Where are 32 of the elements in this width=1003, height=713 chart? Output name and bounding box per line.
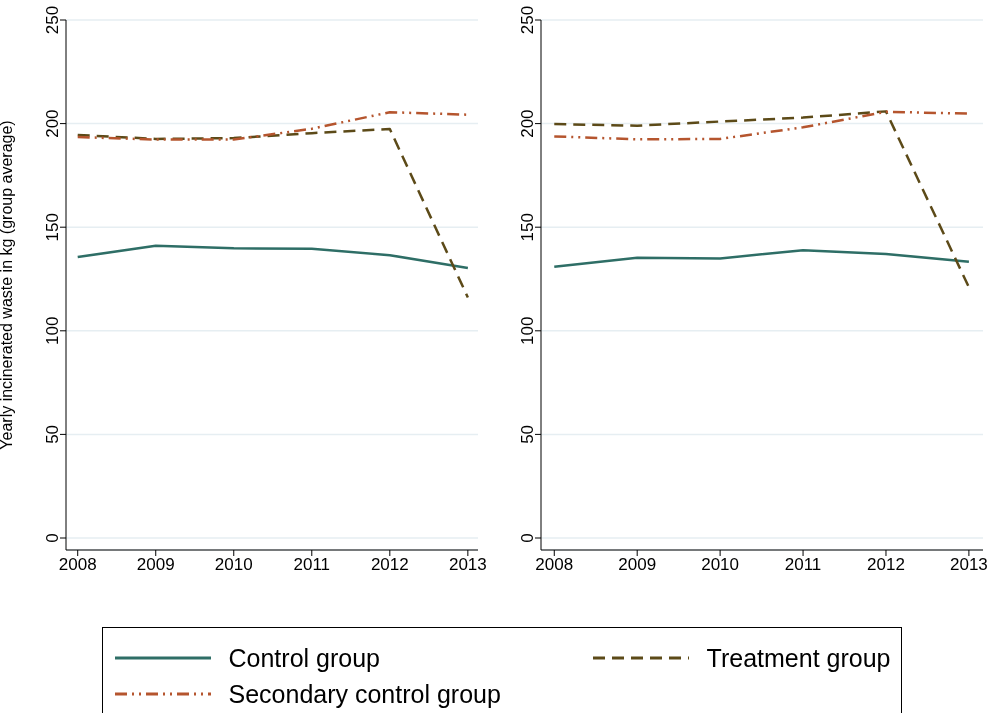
x-tick-label: 2008: [58, 555, 97, 575]
y-tick-label: 50: [518, 424, 537, 444]
x-tick-label: 2011: [784, 555, 822, 575]
y-tick-label: 0: [43, 533, 62, 543]
x-tick-label: 2011: [293, 555, 331, 575]
x-tick-label: 2009: [136, 555, 175, 575]
line-series: [76, 244, 470, 270]
x-tick-label: 2010: [701, 555, 740, 575]
legend-label: Treatment group: [706, 643, 891, 673]
y-tick-label: 250: [518, 5, 537, 35]
legend-label: Secondary control group: [228, 679, 501, 709]
y-tick-label: 100: [43, 316, 62, 345]
x-tick-label: 2010: [214, 555, 253, 575]
y-tick-label: 150: [43, 213, 62, 242]
legend-label: Control group: [228, 643, 380, 673]
x-tick-label: 2008: [535, 555, 574, 575]
line-series: [553, 110, 971, 289]
y-tick-label: 0: [518, 533, 537, 543]
y-axis-title: Yearly incinerated waste in kg (group average): [0, 120, 15, 450]
line-series: [76, 127, 470, 299]
x-tick-label: 2012: [370, 555, 409, 575]
x-tick-label: 2013: [448, 555, 487, 575]
y-tick-label: 200: [43, 109, 62, 138]
y-tick-label: 50: [43, 424, 62, 444]
y-tick-label: 200: [518, 109, 537, 138]
y-tick-label: 100: [518, 316, 537, 345]
x-tick-label: 2013: [949, 555, 988, 575]
y-tick-label: 150: [518, 213, 537, 242]
line-series: [553, 248, 971, 269]
y-tick-label: 250: [43, 5, 62, 35]
x-tick-label: 2009: [618, 555, 657, 575]
x-tick-label: 2012: [867, 555, 905, 575]
